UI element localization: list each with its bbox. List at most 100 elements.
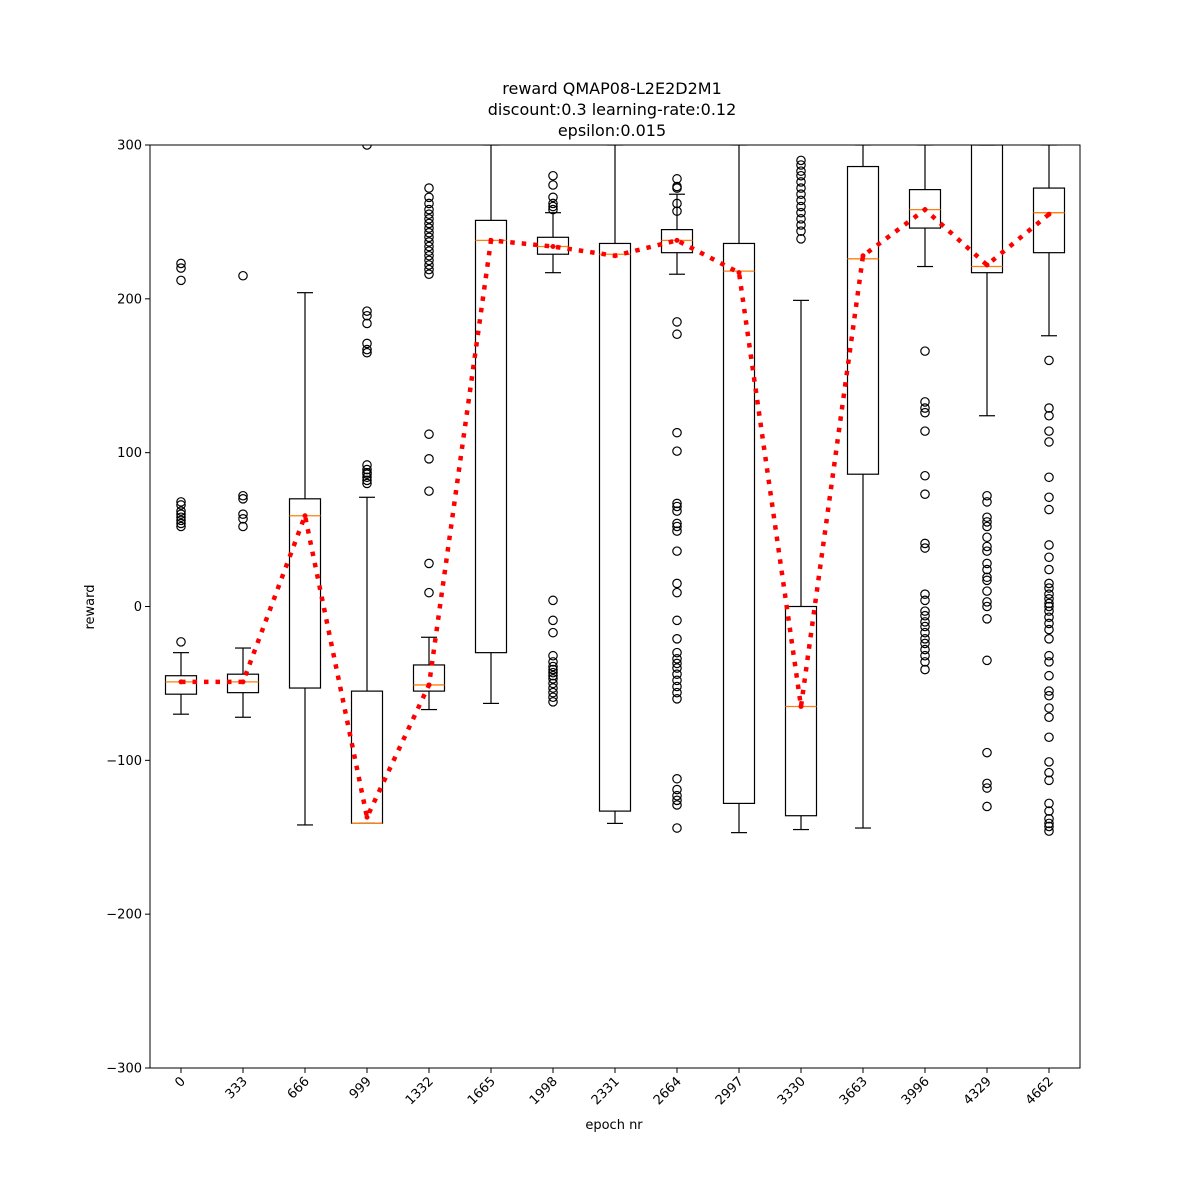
flier-point	[672, 790, 682, 801]
flier-point	[548, 667, 558, 678]
flier-point	[424, 192, 434, 203]
flier-point	[982, 655, 992, 666]
flier-point	[548, 697, 558, 707]
flier-point	[672, 198, 682, 209]
flier-point	[672, 681, 682, 692]
box	[784, 605, 818, 817]
flier-point	[424, 232, 434, 243]
flier-point	[1044, 757, 1054, 767]
y-axis-label: reward	[83, 584, 98, 629]
box	[474, 219, 508, 654]
flier-point	[1044, 589, 1054, 599]
flier-point	[238, 490, 248, 501]
y-tick-label: 100	[117, 446, 142, 461]
flier-point	[548, 661, 558, 672]
flier-point	[982, 778, 992, 789]
flier-point	[424, 209, 434, 220]
box-group-2664	[660, 174, 694, 833]
flier-point	[548, 198, 558, 209]
flier-point	[362, 310, 372, 321]
flier-point	[1044, 472, 1054, 483]
flier-point	[424, 587, 434, 598]
flier-point	[176, 263, 186, 273]
flier-point	[1044, 775, 1054, 786]
flier-point	[982, 517, 992, 527]
flier-point	[672, 587, 682, 598]
y-tick-label: 200	[117, 292, 142, 307]
flier-point	[672, 498, 682, 509]
flier-point	[672, 784, 682, 795]
flier-point	[1044, 594, 1054, 604]
flier-point	[920, 407, 930, 418]
flier-point	[982, 497, 992, 507]
flier-point	[1044, 564, 1054, 575]
flier-point	[672, 687, 682, 698]
box-group-3996	[908, 145, 942, 675]
mean-marker	[364, 814, 370, 820]
flier-point	[424, 558, 434, 569]
flier-point	[796, 189, 806, 200]
flier-point	[548, 192, 558, 203]
flier-point	[362, 472, 372, 483]
flier-point	[672, 773, 682, 784]
flier-point	[424, 241, 434, 252]
y-tick-label: −200	[106, 908, 142, 923]
flier-point	[920, 621, 930, 632]
flier-point	[982, 747, 992, 758]
mean-marker	[302, 513, 308, 519]
flier-point	[424, 183, 434, 193]
flier-point	[362, 347, 372, 358]
x-axis-label: epoch nr	[585, 1118, 643, 1133]
flier-point	[1044, 426, 1054, 436]
flier-point	[920, 543, 930, 553]
mean-marker	[1046, 211, 1052, 217]
flier-point	[424, 227, 434, 238]
flier-point	[1044, 813, 1054, 824]
flier-point	[1044, 703, 1054, 713]
flier-point	[672, 446, 682, 456]
flier-point	[362, 318, 372, 329]
flier-point	[1044, 686, 1054, 696]
box-group-3330	[784, 155, 818, 831]
mean-marker	[860, 253, 866, 259]
flier-point	[920, 610, 930, 621]
flier-point	[1044, 657, 1054, 667]
flier-point	[1044, 598, 1054, 609]
flier-point	[796, 207, 806, 218]
flier-point	[1044, 618, 1054, 629]
box	[1032, 187, 1066, 254]
flier-point	[548, 683, 558, 693]
flier-point	[672, 634, 682, 644]
flier-point	[1044, 355, 1054, 366]
mean-marker	[798, 703, 804, 709]
flier-point	[424, 204, 434, 215]
flier-point	[672, 795, 682, 806]
flier-point	[672, 669, 682, 679]
flier-point	[362, 469, 372, 480]
box-group-666	[288, 292, 322, 826]
mean-marker	[240, 679, 246, 685]
flier-point	[1044, 552, 1054, 563]
box-group-4329	[970, 145, 1004, 812]
box	[722, 242, 756, 805]
flier-point	[1044, 712, 1054, 723]
flier-point	[1044, 578, 1054, 589]
box-group-4662	[1032, 145, 1066, 836]
y-tick-label: −100	[106, 754, 142, 769]
flier-point	[672, 174, 682, 184]
flier-point	[424, 218, 434, 229]
flier-point	[424, 269, 434, 280]
flier-point	[672, 526, 682, 536]
flier-point	[920, 638, 930, 649]
flier-point	[548, 615, 558, 626]
flier-point	[424, 223, 434, 233]
flier-point	[238, 521, 248, 532]
box	[660, 229, 694, 254]
flier-point	[982, 601, 992, 612]
flier-point	[1044, 403, 1054, 413]
flier-point	[982, 558, 992, 569]
flier-point	[1044, 690, 1054, 701]
flier-point	[982, 783, 992, 793]
flier-point	[1044, 410, 1054, 421]
box	[288, 498, 322, 689]
